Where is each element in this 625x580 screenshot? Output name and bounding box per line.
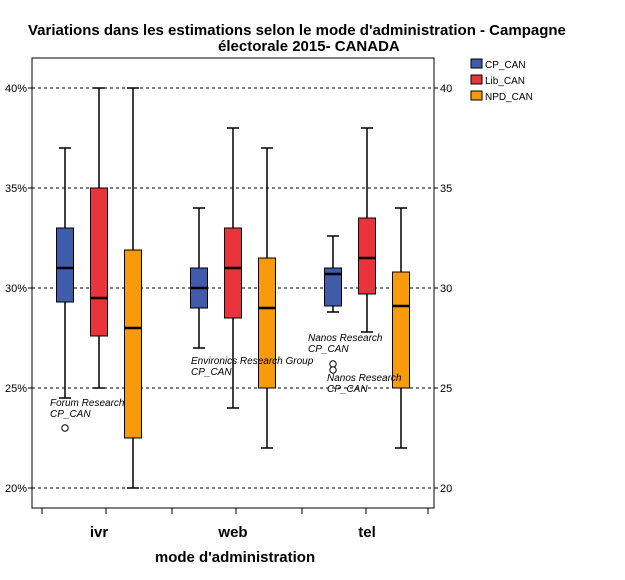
- box-Lib_CAN-web: [224, 227, 242, 319]
- legend-swatch-CP_CAN: [470, 58, 483, 69]
- x-category-label: web: [217, 524, 247, 541]
- legend-label: NPD_CAN: [485, 92, 533, 103]
- y-tick-label-left: 40%: [5, 83, 27, 95]
- y-tick-label-left: 30%: [5, 283, 27, 295]
- outlier-point: [329, 366, 337, 374]
- chart-title-line-2: électorale 2015- CANADA: [218, 38, 400, 55]
- box-NPD_CAN-tel: [392, 271, 410, 389]
- y-tick-label-left: 35%: [5, 183, 27, 195]
- outlier-label: Nanos Research: [308, 333, 383, 344]
- box-Lib_CAN-tel: [358, 217, 376, 295]
- outlier-point: [61, 424, 69, 432]
- y-tick-label-right: 25: [440, 383, 452, 395]
- box-Lib_CAN-ivr: [90, 187, 108, 337]
- x-axis-label: mode d'administration: [155, 549, 315, 566]
- y-tick-label-right: 40: [440, 83, 452, 95]
- legend-label: CP_CAN: [485, 60, 526, 71]
- outlier-label: CP_CAN: [191, 367, 232, 378]
- x-category-label: ivr: [90, 524, 109, 541]
- outlier-label: Forum Research: [50, 398, 125, 409]
- y-tick-label-right: 20: [440, 483, 452, 495]
- y-tick-label-left: 25%: [5, 383, 27, 395]
- outlier-label: Environics Research Group: [191, 356, 314, 367]
- legend-label: Lib_CAN: [485, 76, 525, 87]
- x-category-label: tel: [358, 524, 376, 541]
- box-NPD_CAN-ivr: [124, 249, 142, 439]
- outlier-label: CP_CAN: [50, 409, 91, 420]
- legend-swatch-NPD_CAN: [470, 90, 483, 101]
- y-tick-label-right: 30: [440, 283, 452, 295]
- legend-swatch-Lib_CAN: [470, 74, 483, 85]
- outlier-point: [329, 360, 337, 368]
- box-CP_CAN-ivr: [56, 227, 74, 303]
- outlier-label: CP_CAN: [327, 384, 368, 395]
- box-NPD_CAN-web: [258, 257, 276, 389]
- chart-title-line-1: Variations dans les estimations selon le…: [28, 22, 566, 39]
- plot-frame: [31, 57, 435, 509]
- outlier-label: Nanos Research: [327, 373, 402, 384]
- y-tick-label-left: 20%: [5, 483, 27, 495]
- box-CP_CAN-tel: [324, 267, 342, 307]
- y-tick-label-right: 35: [440, 183, 452, 195]
- outlier-label: CP_CAN: [308, 344, 349, 355]
